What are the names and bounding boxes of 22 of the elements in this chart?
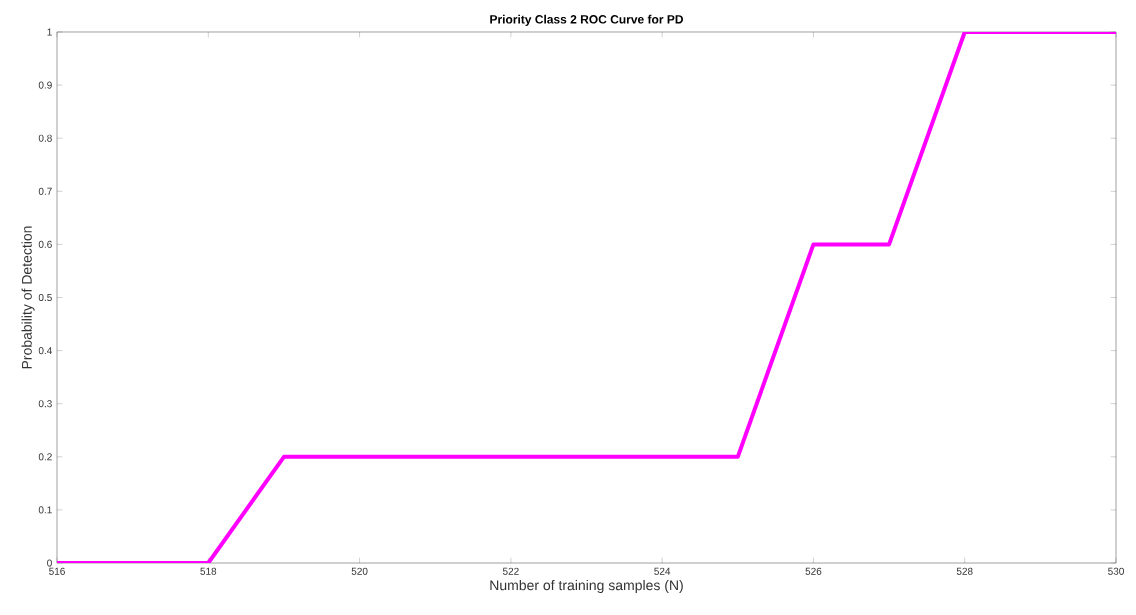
y-tick-label: 1 — [47, 28, 52, 36]
y-tick-label: 0.5 — [38, 293, 52, 302]
y-tick-label: 0.2 — [38, 453, 52, 461]
x-tick-label: 516 — [49, 567, 65, 575]
x-tick-label: 528 — [956, 567, 973, 575]
x-tick-label: 524 — [654, 567, 671, 575]
y-tick-label: 0 — [47, 559, 52, 567]
x-tick-label: 530 — [1108, 567, 1124, 575]
chart-title: Priority Class 2 ROC Curve for PD — [490, 14, 683, 26]
y-tick-label: 0.8 — [38, 134, 52, 142]
y-tick-label: 0.7 — [38, 187, 52, 195]
y-tick-label: 0.3 — [38, 400, 52, 408]
y-tick-label: 0.1 — [38, 506, 52, 514]
x-tick-label: 518 — [200, 567, 217, 575]
y-tick-label: 0.4 — [38, 347, 52, 355]
y-tick-label: 0.9 — [38, 81, 52, 89]
x-tick-label: 520 — [351, 567, 368, 575]
y-tick-label: 0.6 — [38, 240, 52, 248]
y-axis-title: Probability of Detection — [21, 226, 35, 369]
x-tick-label: 522 — [502, 567, 519, 575]
x-tick-label: 526 — [805, 567, 822, 575]
x-axis-title: Number of training samples (N) — [490, 579, 683, 593]
